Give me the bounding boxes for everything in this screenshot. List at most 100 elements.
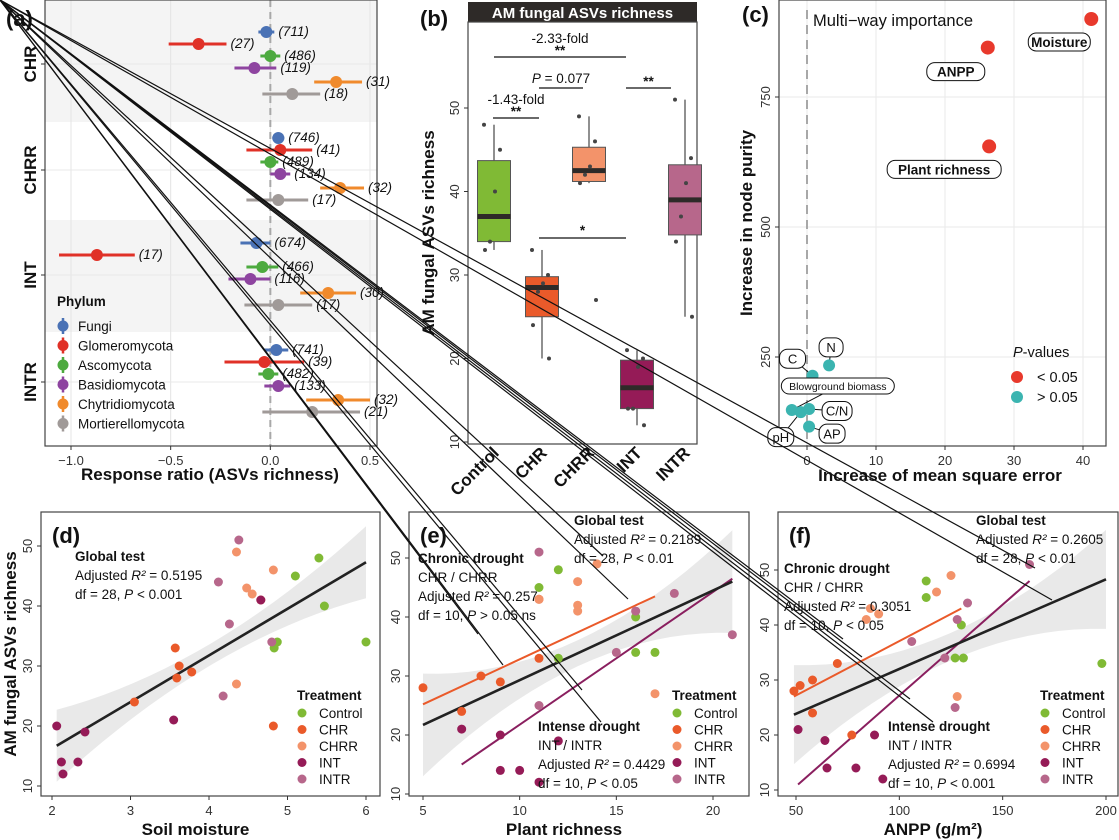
point-chrr [865,604,875,613]
point-plant-richness [982,139,997,154]
legend-key [672,741,682,751]
x-axis-title: Soil moisture [142,820,250,839]
point-chr [808,675,818,685]
x-tick-label: 10 [512,803,526,818]
point-chr [847,730,857,740]
legend-title: Treatment [1040,688,1105,703]
annotation-arrow [0,0,504,666]
point-chrr [268,565,278,575]
point-int [793,725,803,734]
point-label: Plant richness [898,162,990,177]
y-tick-label: 10 [20,779,35,793]
point-chr [495,677,505,687]
n-label: (466) [282,259,314,274]
point-chrr [573,577,583,587]
n-label: (41) [316,142,340,157]
panel-label: (e) [420,523,447,548]
point-intr [952,615,962,624]
point-intr [213,577,223,587]
legend-key [297,708,307,718]
legend-label: Ascomycota [78,358,152,373]
text-span: < 0.01 [632,551,674,566]
data-point [531,323,535,328]
point-control [921,593,931,602]
text-span: = 0.3051 [855,599,912,614]
point-int [52,721,62,731]
legend-key [1011,371,1023,383]
text-span: P [532,71,541,86]
y-tick-label: 40 [447,184,462,198]
x-tick-label: −0.5 [158,453,184,468]
legend-title: Phylum [57,294,106,309]
point-control [553,653,563,663]
y-tick-label: 10 [447,435,462,449]
legend-key [297,741,307,751]
point-glomeromycota [258,356,271,368]
point-int [80,727,90,737]
data-point [483,247,487,252]
data-point [593,139,597,144]
point-basidiomycota [244,273,257,285]
point-label: pH [772,430,789,445]
legend-label: INTR [319,772,351,787]
text-span: P [623,551,632,566]
text-span: = 0.2605 [1047,532,1104,547]
plot-frame [408,511,750,797]
y-tick-label: 500 [758,216,773,238]
legend-key [1040,708,1050,718]
global-fit-line [422,580,733,727]
legend-label: Control [319,706,363,721]
intense-df: df = 10, P < 0.05 [538,776,638,791]
y-axis-title: AM fungal ASVs richness [1,551,20,756]
text-span: df = 10, [418,608,467,623]
legend-label: Chytridiomycota [78,397,175,412]
text-span: = 0.5195 [146,568,203,583]
intense-title: Intense drought [538,719,640,734]
point-int [58,769,68,779]
y-tick-label: 50 [388,551,403,565]
y-tick-label: 10 [388,787,403,801]
point-chytridiomycota [322,287,335,299]
point-n [823,359,836,372]
point-control [650,647,660,657]
point-mortierellomycota [272,194,285,206]
global-fit-line [56,561,367,747]
point-label: Moisture [1031,35,1088,50]
global-test-r2: Adjusted R² = 0.2189 [574,532,701,547]
n-label: (482) [282,366,314,381]
plot-frame [40,511,381,797]
legend-title: P-values [1013,345,1069,361]
data-point [530,247,534,252]
n-label: (31) [366,74,390,89]
chronic-df: df = 10, P < 0.05 [784,618,884,633]
x-tick-label: 20 [938,453,952,468]
point-int [820,736,830,745]
x-tick-label: 2 [48,803,55,818]
point-chrr [952,692,962,701]
n-label: (741) [292,342,324,357]
point-control [631,647,641,657]
plot-frame [777,511,1119,797]
n-label: (32) [374,392,398,407]
point-chrr [534,594,544,604]
text-span: Adjusted [75,568,131,583]
text-span: df = 10, [538,776,587,791]
point-chytridiomycota [330,76,343,88]
x-tick-label: 6 [362,803,369,818]
global-test-title: Global test [574,513,644,528]
point-intr [234,535,244,545]
global-test-df: df = 28, P < 0.01 [574,551,674,566]
point-intr [631,606,641,616]
point-chr [418,683,428,693]
point-label: C [788,351,797,366]
legend-label: CHR [1062,723,1091,738]
intense-groups: INT / INTR [888,738,953,753]
x-tick-label: 5 [419,803,426,818]
panel-d: 2 3 4 5 6 10 20 30 40 50 Soil moisture AM fungal AS… [1,511,381,839]
n-label: (119) [280,60,311,75]
n-label: (17) [312,192,336,207]
point-ascomycota [264,156,277,168]
text-span: R² [944,757,959,772]
